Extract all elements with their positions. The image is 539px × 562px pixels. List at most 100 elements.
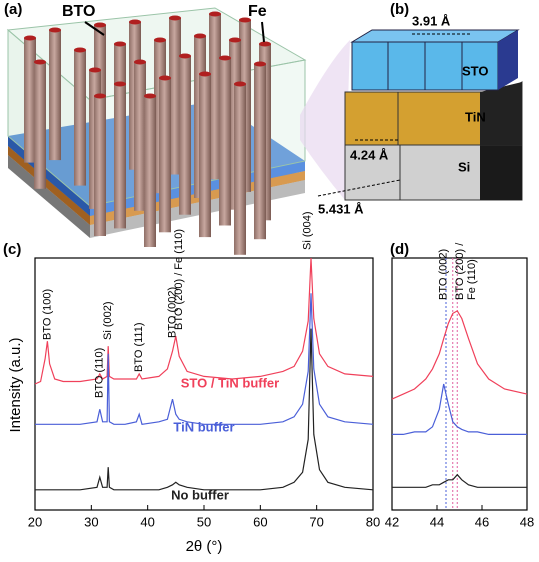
x-tick-label: 44 <box>430 514 444 529</box>
series-line <box>35 328 374 491</box>
pillar-top <box>154 37 166 43</box>
pillar-top <box>234 81 246 87</box>
pillar-top <box>159 75 171 81</box>
zoom-cone <box>300 40 350 200</box>
pillar <box>34 62 46 189</box>
panel-label: (d) <box>390 241 409 258</box>
x-axis-label: 2θ (°) <box>186 538 223 555</box>
series-line <box>35 293 374 425</box>
pillar-top <box>74 47 86 53</box>
series-label: TiN buffer <box>173 419 234 434</box>
pillar-top <box>49 27 61 33</box>
pillar-top <box>144 93 156 99</box>
pillar-top <box>229 37 241 43</box>
pillar <box>94 96 106 236</box>
substrate-side <box>8 155 90 238</box>
lattice-label: 5.431 Å <box>318 201 364 216</box>
peak-annotation: BTO (100) <box>41 289 53 340</box>
pillar-top <box>114 81 126 87</box>
pillar-top <box>239 17 251 23</box>
x-tick-label: 60 <box>253 514 267 529</box>
layer-label: STO <box>462 63 489 78</box>
y-axis-label: Intensity (a.u.) <box>7 337 24 432</box>
pillars <box>24 11 271 255</box>
pillar-top <box>129 19 141 25</box>
arrow <box>84 21 105 36</box>
layer-label: Si <box>458 159 470 174</box>
pillar-top <box>94 22 106 28</box>
pillar-top <box>219 55 231 61</box>
x-tick-label: 42 <box>385 514 399 529</box>
x-tick-label: 80 <box>366 514 380 529</box>
peak-annotation: BTO (200) / <box>454 242 466 300</box>
arrow <box>261 21 265 43</box>
sto-top <box>350 29 520 43</box>
pillar <box>134 62 146 211</box>
peak-annotation: BTO (111) <box>133 322 145 372</box>
pillar <box>49 30 61 161</box>
panel-label: (a) <box>4 1 22 18</box>
pillar <box>24 38 36 163</box>
x-tick-label: 46 <box>475 514 489 529</box>
x-tick-label: 70 <box>309 514 323 529</box>
pillar <box>254 64 266 240</box>
series-line <box>392 383 527 435</box>
peak-annotation: Fe (110) <box>466 259 478 300</box>
series-label: STO / TiN buffer <box>181 375 279 390</box>
pillar-top <box>134 59 146 65</box>
tin-side <box>8 146 90 225</box>
series-line <box>34 257 374 385</box>
pillar-top <box>24 35 36 41</box>
dim-line <box>317 179 401 197</box>
peak-annotation: BTO (002) <box>438 249 450 300</box>
plot-frame <box>391 257 528 511</box>
pillar-top <box>199 71 211 77</box>
pillar-top <box>179 53 191 59</box>
lattice-illustration: (b) 3.91 Å STO TiN 4.24 Å Si 5.431 Å <box>300 1 523 216</box>
pillar <box>74 50 86 186</box>
pillar <box>209 14 221 180</box>
x-tick-label: 20 <box>28 514 42 529</box>
x-tick-label: 48 <box>520 514 534 529</box>
panel-label: (c) <box>3 241 21 258</box>
x-tick-label: 30 <box>84 514 98 529</box>
pillar-top <box>209 11 221 17</box>
pillar <box>219 58 231 226</box>
bto-label: BTO <box>62 3 95 20</box>
nanocomposite-illustration: BTO Fe (a) <box>4 1 307 255</box>
x-tick-label: 50 <box>197 514 211 529</box>
charts: 20 30 40 50 60 70 80 STO / TiN buffer TiN buffer… <box>3 211 534 555</box>
pillar-top <box>34 59 46 65</box>
pillar <box>179 56 191 215</box>
peak-annotation: BTO (110) <box>94 348 106 398</box>
pillar-top <box>89 67 101 73</box>
lattice-label: 3.91 Å <box>412 13 451 28</box>
series-line <box>391 310 528 400</box>
substrate-front <box>90 180 305 238</box>
pillar-top <box>94 93 106 99</box>
pillar-top <box>194 33 206 39</box>
peak-annotation: Si (002) <box>102 301 114 340</box>
peak-annotation: BTO (002) <box>166 287 178 338</box>
pillar-top <box>259 41 271 47</box>
lattice-label: 4.24 Å <box>350 147 389 162</box>
x-tick-label: 40 <box>140 514 154 529</box>
peak-annotation: BTO (200) / Fe (110) <box>173 229 185 330</box>
tin-side <box>480 82 522 145</box>
pillar-top <box>254 61 266 67</box>
sto-side <box>498 30 518 90</box>
pillar <box>114 84 126 229</box>
pillar <box>159 78 171 233</box>
pillar <box>199 74 211 238</box>
pillar <box>234 84 246 255</box>
fe-label: Fe <box>248 3 267 20</box>
layer-label: TiN <box>465 109 486 124</box>
series-label: No buffer <box>171 487 229 502</box>
series-line <box>392 473 527 488</box>
peak-annotation: Si (004) <box>302 211 314 250</box>
panel-label: (b) <box>390 1 409 18</box>
pillar <box>169 18 181 175</box>
pillar <box>144 96 156 247</box>
pillar-top <box>114 41 126 47</box>
